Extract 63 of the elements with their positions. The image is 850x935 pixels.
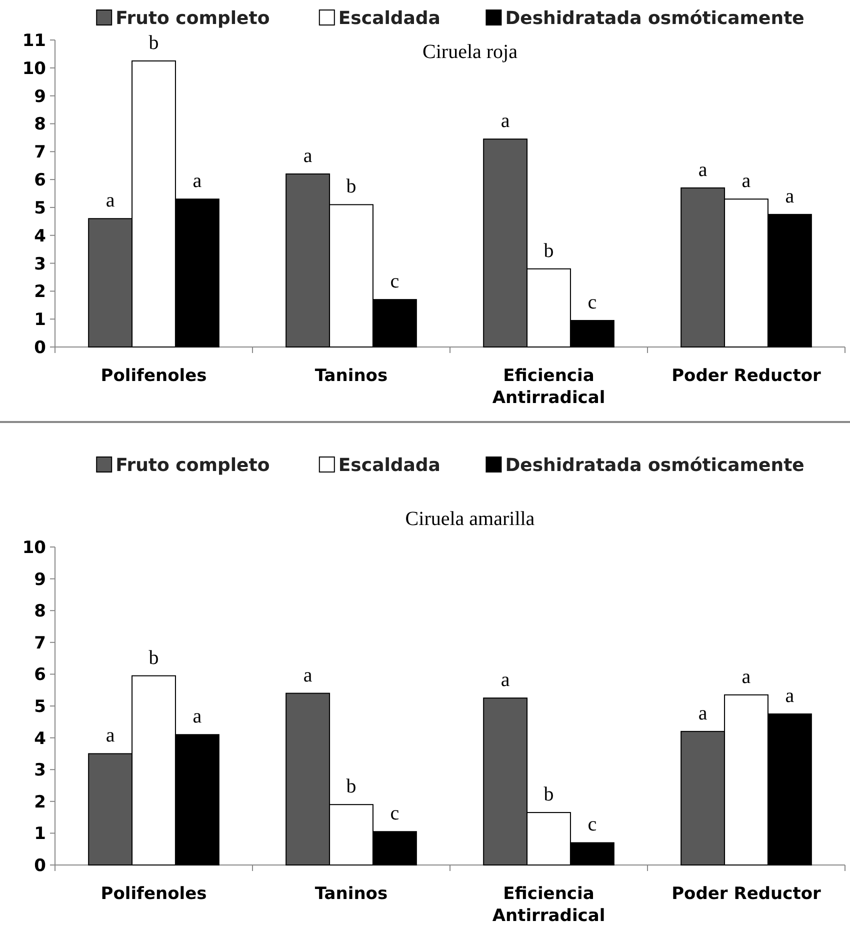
data-label: b <box>544 784 554 806</box>
chart-title: Ciruela roja <box>422 41 518 63</box>
y-tick-label: 5 <box>34 697 46 717</box>
y-tick-label: 2 <box>34 792 46 812</box>
y-tick-label: 10 <box>22 538 46 558</box>
x-tick-label: Taninos <box>314 366 388 386</box>
y-tick-label: 11 <box>22 31 46 51</box>
data-label: a <box>698 702 708 724</box>
data-label: a <box>106 190 115 212</box>
y-tick-label: 1 <box>34 824 46 844</box>
data-label: a <box>303 664 312 686</box>
data-label: a <box>742 170 751 192</box>
data-label: b <box>544 240 554 262</box>
data-label: a <box>785 684 794 707</box>
data-label: c <box>588 291 597 314</box>
y-tick-label: 3 <box>34 760 46 781</box>
data-label: c <box>390 270 400 293</box>
y-tick-label: 3 <box>34 254 46 274</box>
data-label: b <box>346 176 356 198</box>
y-tick-label: 7 <box>34 633 46 654</box>
y-tick-label: 8 <box>34 602 46 622</box>
data-label: b <box>148 646 159 669</box>
y-tick-label: 4 <box>34 728 46 749</box>
y-tick-label: 5 <box>34 198 46 218</box>
data-label: c <box>588 814 597 836</box>
legend-label: Escaldada <box>338 8 440 29</box>
data-label: a <box>192 170 202 192</box>
data-label: b <box>346 776 356 798</box>
legend-label: Deshidratada osmóticamente <box>505 455 804 476</box>
y-tick-label: 9 <box>34 86 46 107</box>
y-tick-label: 7 <box>34 142 46 163</box>
legend-label: Fruto completo <box>116 455 270 476</box>
data-label: a <box>303 144 312 167</box>
x-tick-label: Polifenoles <box>100 884 207 904</box>
data-label: a <box>742 666 751 688</box>
x-tick-label: Poder Reductor <box>672 884 822 904</box>
data-label: c <box>390 802 400 825</box>
data-label: a <box>192 706 202 728</box>
legend-label: Escaldada <box>338 455 440 476</box>
y-tick-label: 2 <box>34 282 46 302</box>
legend-label: Deshidratada osmóticamente <box>505 8 804 29</box>
chart-title: Ciruela amarilla <box>405 508 535 530</box>
y-tick-label: 0 <box>34 338 46 358</box>
y-tick-label: 1 <box>34 310 46 330</box>
y-tick-label: 4 <box>34 226 46 246</box>
y-tick-label: 8 <box>34 114 46 135</box>
x-tick-label: Poder Reductor <box>672 366 822 386</box>
x-tick-label: Taninos <box>314 884 388 904</box>
y-tick-label: 0 <box>34 856 46 876</box>
y-tick-label: 9 <box>34 570 46 590</box>
data-label: b <box>148 32 159 54</box>
y-tick-label: 10 <box>22 58 46 79</box>
x-tick-label: Eficiencia Antirradical <box>492 366 606 408</box>
x-tick-label: Polifenoles <box>100 366 207 386</box>
y-tick-label: 6 <box>34 170 46 191</box>
legend-label: Fruto completo <box>116 8 270 29</box>
data-label: a <box>785 185 794 208</box>
data-label: a <box>698 158 708 181</box>
y-tick-label: 6 <box>34 665 46 686</box>
data-label: a <box>500 110 510 132</box>
data-label: a <box>106 724 115 747</box>
data-label: a <box>500 669 510 692</box>
x-tick-label: Eficiencia Antirradical <box>492 884 606 926</box>
